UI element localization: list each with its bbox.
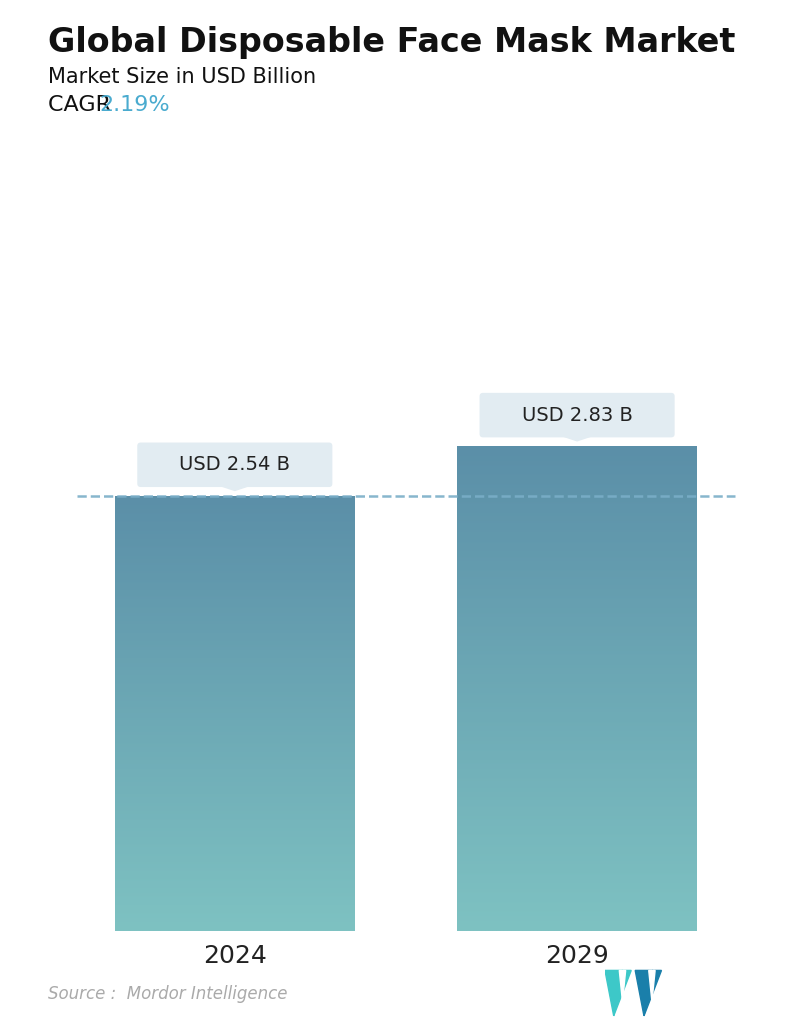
Text: Source :  Mordor Intelligence: Source : Mordor Intelligence	[48, 985, 287, 1003]
FancyBboxPatch shape	[137, 443, 333, 487]
Polygon shape	[605, 970, 622, 1015]
Text: CAGR: CAGR	[48, 95, 118, 115]
Text: Market Size in USD Billion: Market Size in USD Billion	[48, 67, 316, 87]
Text: USD 2.54 B: USD 2.54 B	[179, 455, 291, 475]
Text: USD 2.83 B: USD 2.83 B	[521, 405, 633, 425]
Polygon shape	[649, 970, 655, 1002]
Polygon shape	[214, 484, 256, 490]
Polygon shape	[635, 970, 653, 1015]
Text: Global Disposable Face Mask Market: Global Disposable Face Mask Market	[48, 26, 736, 59]
Text: 2.19%: 2.19%	[100, 95, 170, 115]
Polygon shape	[614, 970, 631, 1015]
FancyBboxPatch shape	[479, 393, 675, 437]
Polygon shape	[644, 970, 661, 1015]
Polygon shape	[619, 970, 626, 1002]
Polygon shape	[556, 434, 598, 440]
